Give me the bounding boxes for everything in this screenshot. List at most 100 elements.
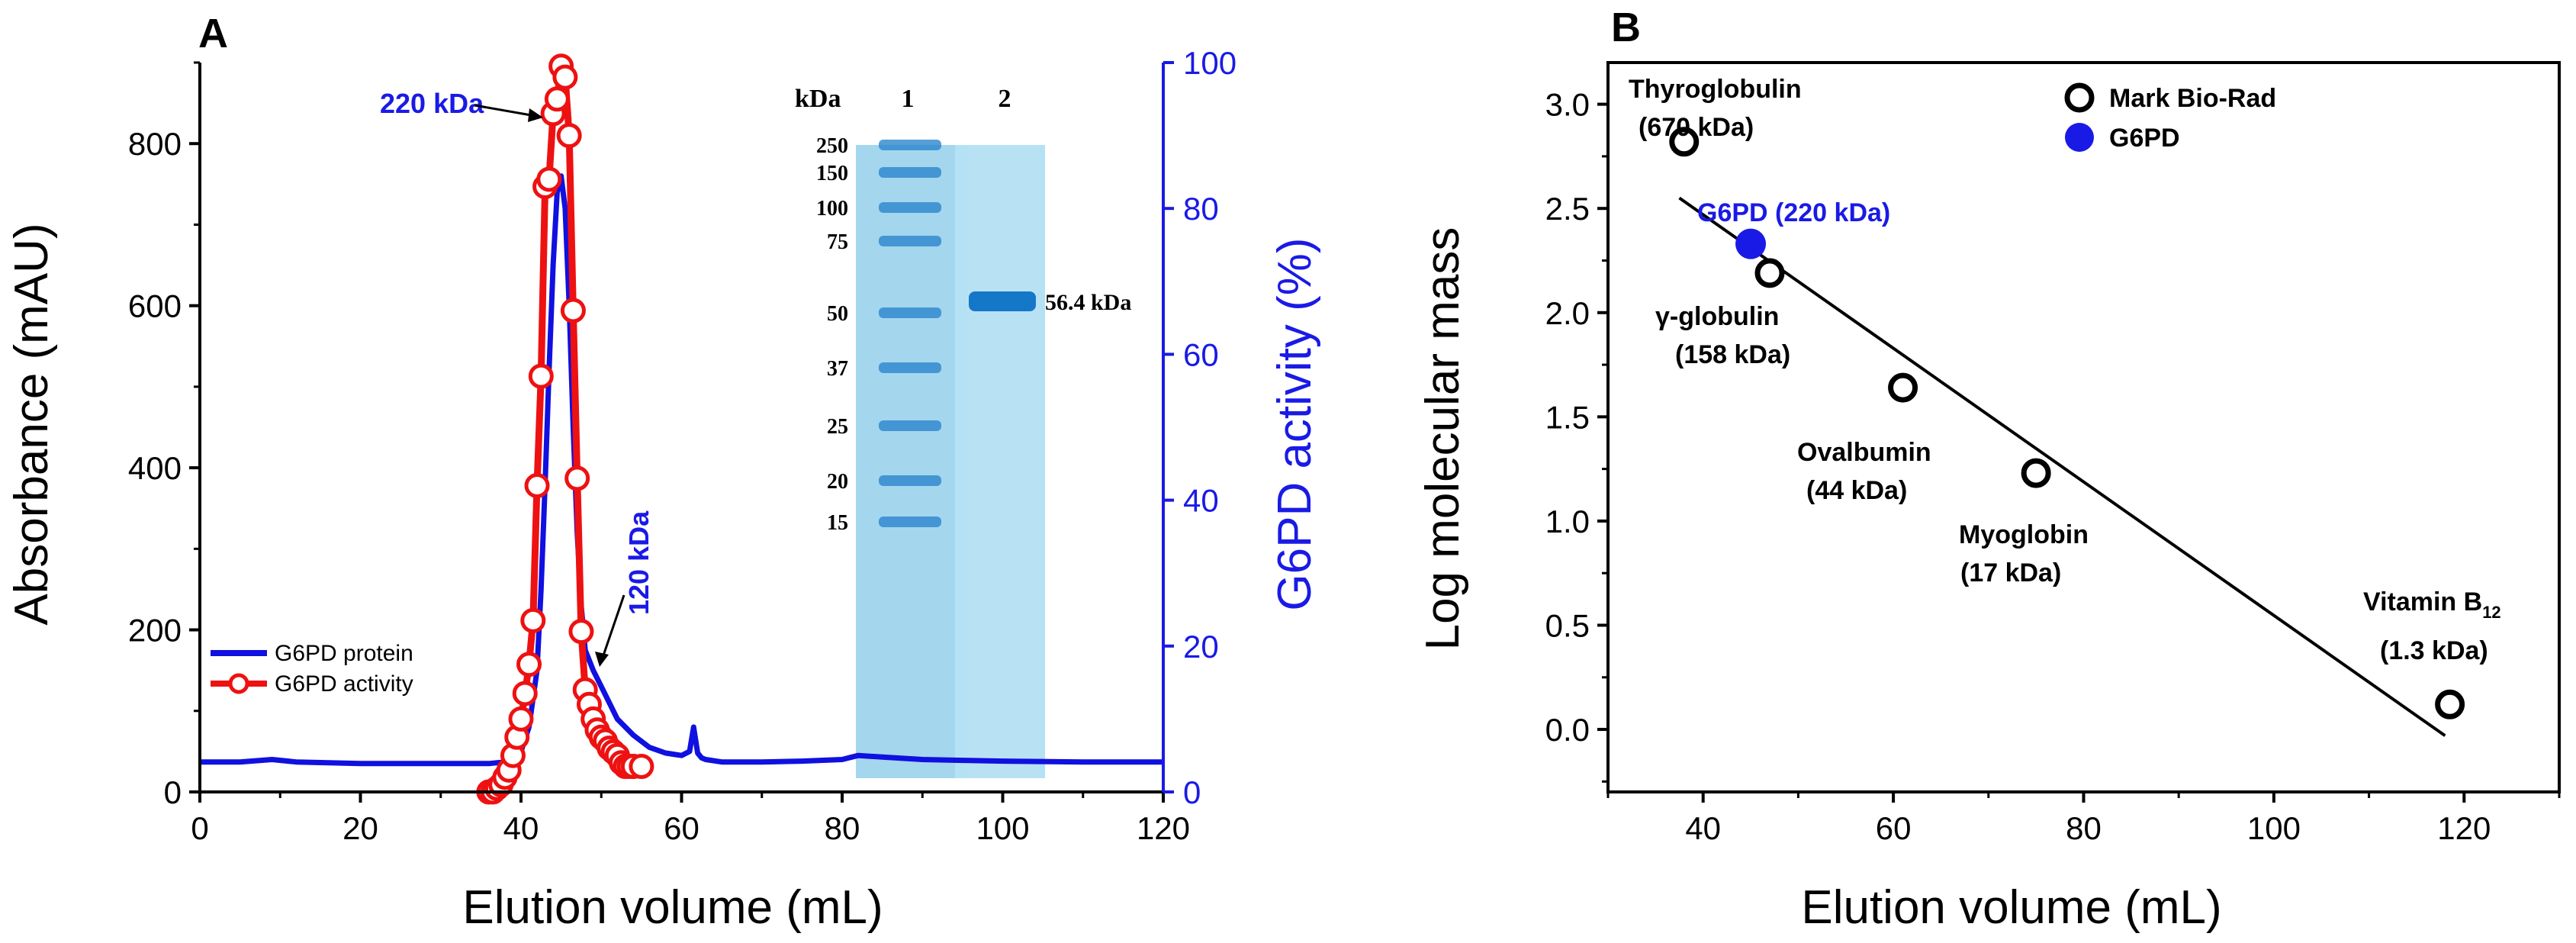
- gel-ladder-band: [879, 517, 941, 527]
- activity-point: [544, 86, 570, 112]
- chart-a-ylabel: Absorbance (mAU): [5, 223, 58, 625]
- gel-marker-label: 50: [827, 302, 848, 326]
- point-label-g6pd: G6PD (220 kDa): [1697, 198, 1890, 227]
- standard-point: [2435, 689, 2465, 719]
- gel-marker-label: 100: [816, 197, 848, 220]
- gel-marker-label: 20: [827, 470, 848, 494]
- y-tick-label: 0.0: [1545, 712, 1590, 748]
- activity-point: [560, 298, 586, 323]
- x-tick-label: 100: [2247, 810, 2301, 846]
- point-label: (670 kDa): [1639, 113, 1754, 142]
- gel-ladder-band: [879, 140, 941, 150]
- y-tick-label: 2.5: [1545, 191, 1590, 227]
- activity-point: [524, 472, 550, 498]
- y2-tick-label: 40: [1183, 483, 1219, 519]
- legend-label-protein: G6PD protein: [275, 641, 413, 666]
- legend-marker-g6pd: [2065, 123, 2094, 152]
- chart-b-ylabel: Log molecular mass: [1417, 227, 1469, 651]
- standard-point: [1754, 258, 1785, 288]
- y-tick-label: 2.0: [1545, 295, 1590, 331]
- x-tick-label: 80: [2066, 810, 2102, 846]
- y2-tick-label: 20: [1183, 629, 1219, 665]
- y-tick-label: 200: [128, 613, 182, 649]
- chart-b-plot-area: Thyroglobulin (670 kDa) γ-globulin (158 kDa…: [1629, 75, 2501, 737]
- chart-a-xlabel: Elution volume (mL): [462, 881, 883, 934]
- y-tick-label: 1.0: [1545, 504, 1590, 539]
- legend-label-mark-bio-rad: Mark Bio-Rad: [2109, 84, 2276, 113]
- annotation-120-kda: 120 kDa: [623, 510, 654, 615]
- gel-marker-label: 75: [827, 230, 848, 254]
- gel-marker-label: 25: [827, 415, 848, 439]
- series-line-g6pd-activity: [488, 63, 642, 796]
- y-tick-label: 0: [164, 774, 182, 810]
- gel-sample-band: [969, 291, 1036, 311]
- y2-tick-label: 0: [1183, 774, 1201, 810]
- chart-b-legend: Mark Bio-Rad G6PD: [2064, 82, 2276, 153]
- y-tick-label: 3.0: [1545, 87, 1590, 123]
- y-tick-label: 1.5: [1545, 399, 1590, 435]
- standard-point: [2021, 458, 2051, 488]
- annotation-220-kda: 220 kDa: [380, 88, 484, 119]
- point-label: (44 kDa): [1806, 476, 1907, 505]
- chart-a-legend: G6PD protein G6PD activity: [211, 641, 413, 697]
- activity-point: [516, 652, 542, 677]
- gel-inset: kDa 1 2 250 150 100 75 50 37 25 20 15 56.4 kDa: [795, 85, 1131, 778]
- gel-lane-2-background: [967, 145, 1040, 778]
- x-tick-label: 120: [1137, 810, 1190, 846]
- chart-a-y2label: G6PD activity (%): [1269, 237, 1321, 610]
- gel-ladder-band: [879, 420, 941, 431]
- y-tick-label: 600: [128, 288, 182, 324]
- activity-point: [556, 123, 582, 149]
- y-tick-label: 0.5: [1545, 607, 1590, 643]
- activity-point: [528, 363, 554, 389]
- gel-marker-label: 250: [816, 134, 848, 158]
- legend-label-g6pd: G6PD: [2109, 124, 2180, 153]
- fit-line: [1678, 196, 2446, 737]
- vitamin-label-subscript: 12: [2482, 603, 2500, 622]
- activity-point: [508, 706, 534, 732]
- x-tick-label: 60: [1876, 810, 1912, 846]
- gel-ladder-band: [879, 236, 941, 246]
- gel-ladder-band: [879, 475, 941, 486]
- x-tick-label: 20: [343, 810, 378, 846]
- vitamin-label-main: Vitamin B: [2363, 587, 2482, 616]
- point-label: (1.3 kDa): [2380, 636, 2488, 665]
- gel-lane-1-background: [856, 145, 955, 778]
- chart-b-axes: 40 60 80 100 120 0.0 0.5 1.0 1.5 2.0 2.5 3.0: [1545, 61, 2561, 846]
- gel-lane-label: 1: [902, 85, 915, 113]
- y-tick-label: 800: [128, 126, 182, 162]
- activity-point: [536, 166, 562, 192]
- activity-point: [512, 681, 538, 706]
- annotation-220-kda-arrowhead: [528, 108, 543, 122]
- chart-a-plot-area: [200, 53, 1163, 805]
- chart-b-xlabel: Elution volume (mL): [1801, 881, 2221, 934]
- gel-marker-label: 150: [816, 162, 848, 185]
- activity-point: [629, 754, 654, 780]
- gel-lane-label: 2: [999, 85, 1011, 113]
- x-tick-label: 80: [825, 810, 860, 846]
- legend-label-activity: G6PD activity: [275, 671, 413, 697]
- x-tick-label: 40: [1685, 810, 1721, 846]
- gel-ladder-band: [879, 307, 941, 318]
- panel-label-b: B: [1611, 5, 1641, 50]
- point-label: Ovalbumin: [1797, 438, 1931, 467]
- activity-point: [520, 607, 546, 633]
- point-label: Thyroglobulin: [1629, 75, 1802, 104]
- y2-tick-label: 100: [1183, 45, 1237, 81]
- activity-point: [568, 619, 594, 645]
- point-label: (17 kDa): [1960, 558, 2061, 587]
- gel-ladder-band: [879, 362, 941, 373]
- annotation-120-kda-arrow: [601, 594, 626, 658]
- activity-point: [564, 465, 590, 491]
- annotation-120-kda-arrowhead: [595, 652, 609, 667]
- point-label: (158 kDa): [1675, 340, 1790, 369]
- point-label-vitamin-b12: Vitamin B12: [2363, 587, 2501, 622]
- gel-band-label: 56.4 kDa: [1045, 290, 1131, 315]
- x-tick-label: 0: [191, 810, 208, 846]
- standard-point: [1669, 127, 1700, 157]
- y-tick-label: 400: [128, 450, 182, 486]
- x-tick-label: 40: [503, 810, 539, 846]
- legend-marker-activity: [228, 673, 249, 694]
